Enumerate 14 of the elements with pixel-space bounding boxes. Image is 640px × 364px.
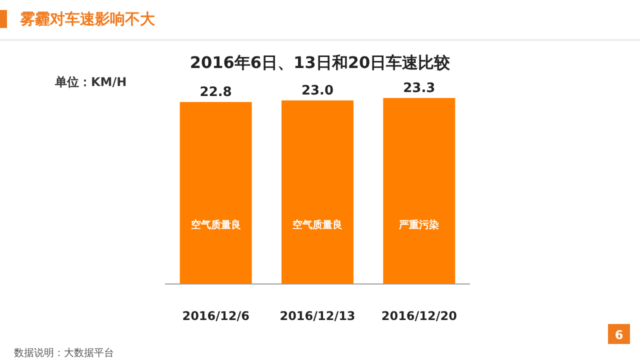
data-label: 22.8: [200, 84, 232, 100]
x-tick-label: 2016/12/20: [381, 309, 457, 323]
text: 数据说明：大数据平台: [14, 347, 114, 359]
annotation: 空气质量良: [190, 219, 241, 231]
data-label: 23.3: [403, 81, 436, 96]
chart-subtitle: 2016年6日、13日和20日车速比较: [190, 53, 452, 72]
annotation: 空气质量良: [292, 219, 342, 231]
y-axis-title: 单位：KM/H: [54, 75, 127, 89]
data-label: 23.0: [301, 83, 334, 98]
text: 6: [614, 328, 624, 342]
annotation: 严重污染: [398, 219, 440, 231]
x-tick-label: 2016/12/13: [280, 309, 356, 323]
chart-title: 雾霾对车速影响不大: [19, 10, 156, 28]
x-tick-label: 2016/12/6: [182, 309, 250, 323]
